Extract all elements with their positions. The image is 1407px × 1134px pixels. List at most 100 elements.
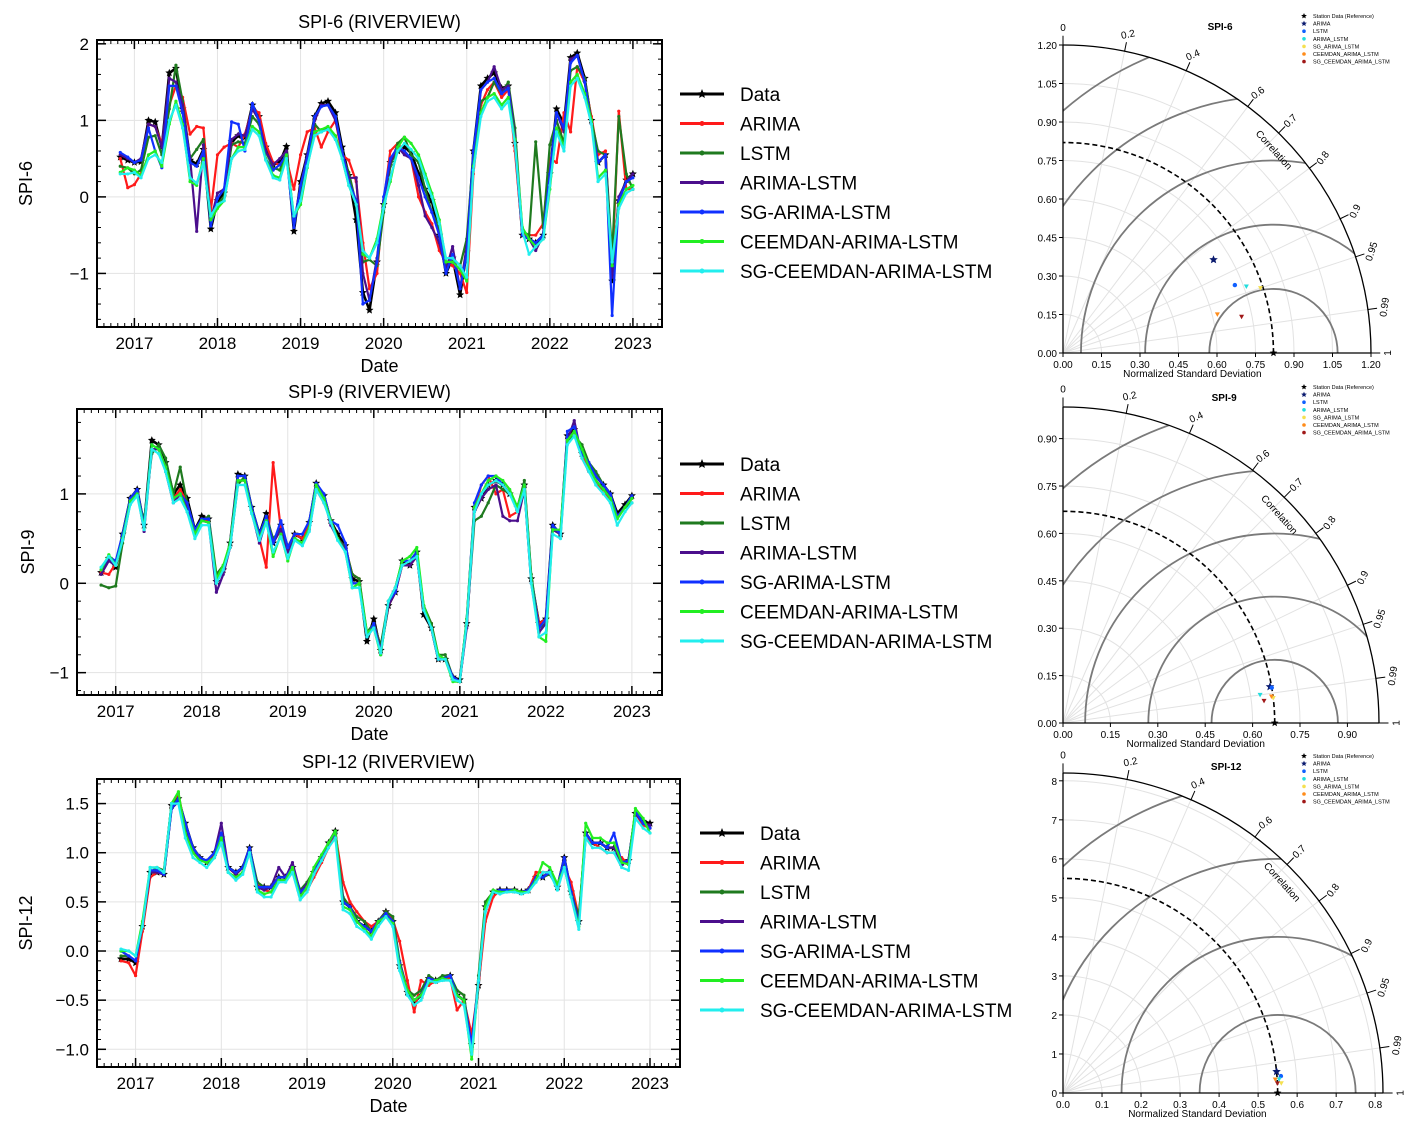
data-point: [209, 218, 213, 222]
data-point: [376, 919, 380, 924]
data-point: [641, 816, 645, 820]
x-tick-label: 2019: [282, 334, 320, 353]
data-point: [343, 541, 348, 545]
data-point: [118, 157, 122, 161]
data-point: [455, 1008, 459, 1012]
data-point: [277, 865, 281, 870]
data-point: [354, 202, 358, 207]
data-point: [569, 84, 573, 88]
data-point: [362, 929, 367, 933]
data-point: [361, 252, 365, 256]
taylor-legend-marker: [1301, 760, 1307, 766]
data-point: [486, 501, 490, 505]
data-point: [146, 122, 151, 126]
correlation-tick: [1252, 462, 1259, 471]
data-point: [99, 572, 103, 576]
data-point: [598, 841, 602, 845]
data-point: [146, 126, 151, 130]
data-point: [243, 147, 247, 152]
data-point: [572, 434, 576, 438]
data-point: [551, 532, 555, 536]
correlation-label: 0.2: [1122, 390, 1138, 404]
correlation-ray: [1062, 433, 1190, 724]
data-point: [544, 630, 548, 635]
data-point: [135, 487, 139, 492]
std-grid-arc: [1062, 237, 1179, 354]
data-point: [430, 195, 434, 199]
data-point: [437, 233, 441, 237]
data-point: [587, 469, 591, 474]
data-point: [99, 565, 103, 569]
legend-marker: [699, 609, 705, 614]
x-tick-label: 2021: [448, 334, 486, 353]
data-point: [174, 99, 178, 103]
x-tick-label: 0.45: [1169, 360, 1189, 371]
data-point: [569, 80, 573, 84]
data-point: [490, 68, 499, 77]
data-point: [362, 919, 367, 924]
y-tick-label: 8: [1051, 777, 1057, 788]
data-point: [305, 890, 309, 894]
data-point: [436, 657, 440, 661]
data-point: [188, 132, 192, 136]
data-point: [624, 179, 628, 184]
x-tick-label: 2019: [269, 702, 307, 721]
taylor-point: [1265, 682, 1275, 691]
data-point: [429, 626, 434, 630]
data-point: [623, 510, 627, 514]
data-point: [415, 545, 419, 550]
legend-marker: [699, 579, 705, 585]
data-point: [176, 801, 181, 806]
data-point: [416, 157, 421, 161]
data-point: [185, 501, 189, 505]
data-point: [178, 496, 182, 500]
x-tick-label: 2018: [202, 1074, 240, 1093]
data-point: [465, 290, 469, 295]
data-point: [133, 954, 138, 958]
data-point: [271, 176, 275, 180]
correlation-ray: [1062, 779, 1128, 1094]
data-point: [284, 880, 288, 884]
data-point: [608, 496, 612, 500]
series-arima-lstm: [99, 419, 634, 684]
x-tick-label: 2023: [613, 702, 651, 721]
correlation-tick: [1125, 403, 1129, 414]
data-point: [219, 836, 223, 840]
data-point: [527, 252, 531, 256]
data-point: [195, 164, 199, 168]
data-point: [537, 635, 541, 639]
data-point: [164, 456, 168, 460]
correlation-label: 0.4: [1190, 776, 1208, 792]
data-point: [348, 912, 352, 916]
data-point: [384, 912, 388, 916]
correlation-tick: [1190, 790, 1196, 800]
reference-std-arc: [1062, 141, 1275, 354]
correlation-ray: [1062, 218, 1341, 354]
x-tick-label: 0.15: [1092, 360, 1112, 371]
data-point: [233, 470, 242, 478]
taylor-legend-marker: [1301, 391, 1307, 397]
data-point: [405, 993, 409, 997]
y-tick-label: 4: [1051, 933, 1057, 944]
correlation-label: 0.99: [1387, 665, 1401, 686]
correlation-ray: [1062, 533, 1317, 724]
data-point: [501, 483, 505, 487]
correlation-tick: [1278, 126, 1286, 134]
data-point: [146, 153, 151, 157]
data-point: [437, 222, 441, 226]
series-sg-ceemdan-arima-lstm: [99, 434, 634, 684]
taylor-point: [1272, 1067, 1281, 1076]
legend-label: ARIMA-LSTM: [740, 174, 857, 195]
std-grid-arc: [1062, 936, 1220, 1094]
data-point: [319, 130, 323, 134]
data-point: [375, 241, 379, 245]
x-tick-label: 0.00: [1053, 730, 1073, 741]
data-point: [412, 1003, 416, 1007]
series-data: [117, 794, 654, 1048]
data-point: [534, 880, 538, 884]
legend-label: ARIMA: [740, 115, 801, 136]
data-point: [214, 581, 218, 585]
legend-marker: [699, 491, 705, 496]
data-point: [534, 233, 538, 237]
correlation-label: 0.95: [1376, 976, 1393, 998]
